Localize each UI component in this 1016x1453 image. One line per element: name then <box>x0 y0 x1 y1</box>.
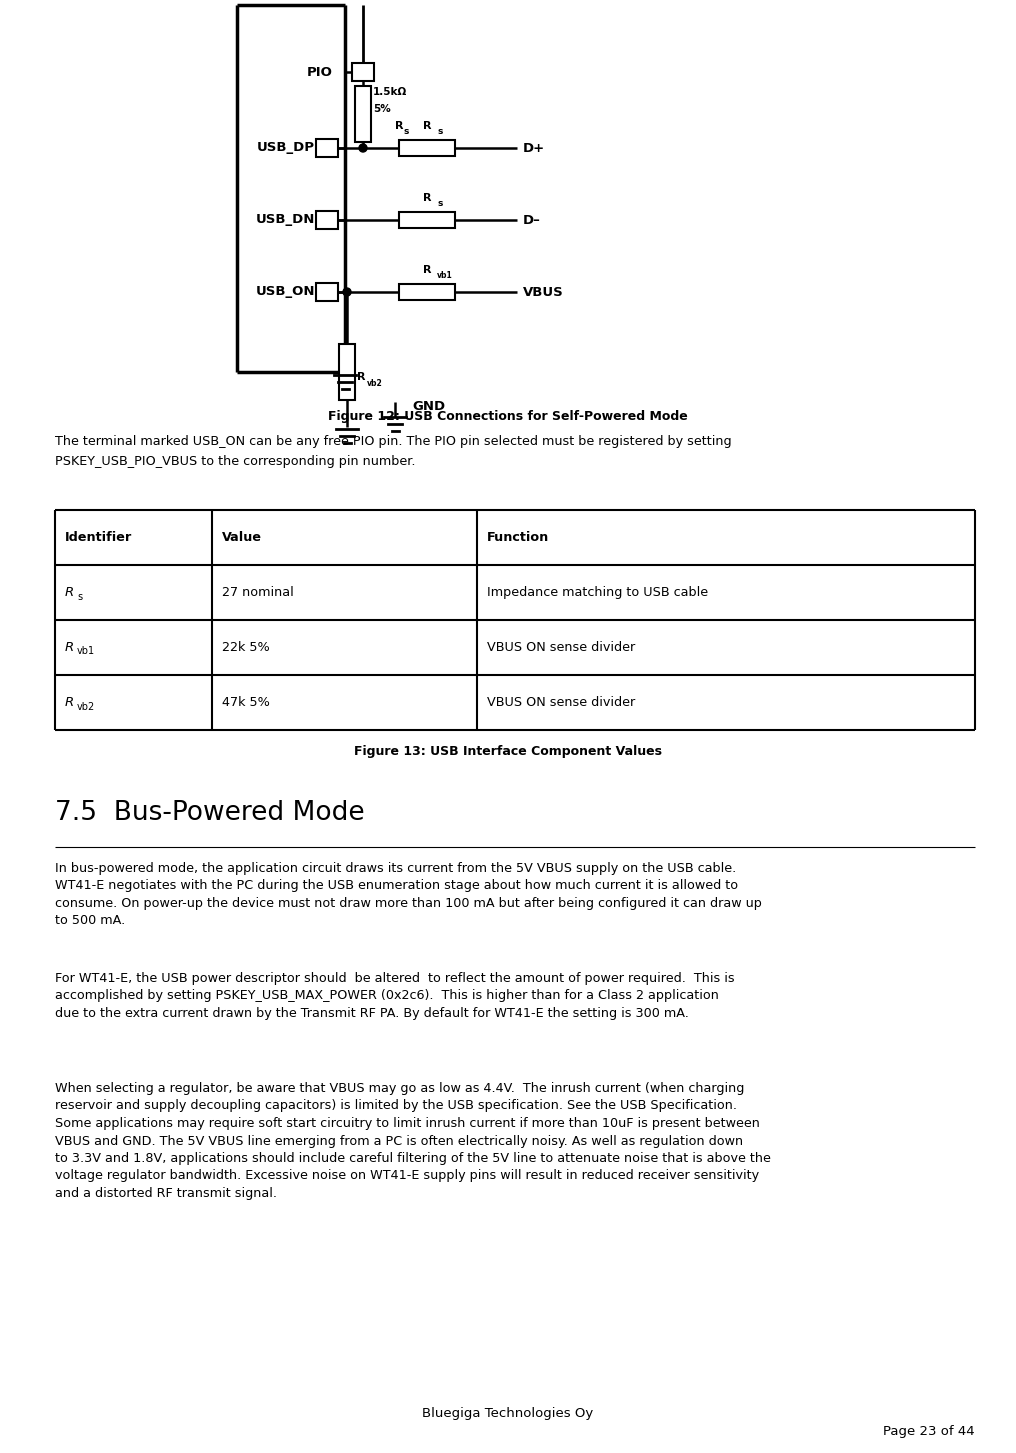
Text: D–: D– <box>523 214 541 227</box>
Text: USB_DN: USB_DN <box>256 214 315 227</box>
Bar <box>399 212 455 228</box>
Text: USB_DP: USB_DP <box>257 141 315 154</box>
Text: vb2: vb2 <box>77 702 96 712</box>
Text: Identifier: Identifier <box>65 530 132 543</box>
Text: Bluegiga Technologies Oy: Bluegiga Technologies Oy <box>423 1407 593 1420</box>
Text: VBUS: VBUS <box>523 285 564 298</box>
Text: vb1: vb1 <box>437 270 453 279</box>
Text: R: R <box>423 264 431 275</box>
Text: 5%: 5% <box>373 105 391 113</box>
Text: vb1: vb1 <box>77 647 96 657</box>
Text: vb2: vb2 <box>367 378 383 388</box>
Text: For WT41-E, the USB power descriptor should  be altered  to reflect the amount o: For WT41-E, the USB power descriptor sho… <box>55 972 735 1020</box>
Text: 7.5  Bus-Powered Mode: 7.5 Bus-Powered Mode <box>55 801 365 825</box>
Text: Value: Value <box>223 530 262 543</box>
Text: D+: D+ <box>523 141 546 154</box>
Bar <box>339 344 355 400</box>
Text: In bus-powered mode, the application circuit draws its current from the 5V VBUS : In bus-powered mode, the application cir… <box>55 862 762 927</box>
Text: s: s <box>437 126 442 135</box>
Circle shape <box>343 288 351 296</box>
Text: R: R <box>65 641 74 654</box>
Text: VBUS ON sense divider: VBUS ON sense divider <box>487 641 635 654</box>
Text: Figure 12: USB Connections for Self-Powered Mode: Figure 12: USB Connections for Self-Powe… <box>328 410 688 423</box>
Text: R: R <box>423 121 431 131</box>
Text: 1.5kΩ: 1.5kΩ <box>373 87 407 97</box>
Text: PIO: PIO <box>307 65 333 78</box>
Text: R: R <box>65 696 74 709</box>
Bar <box>399 139 455 155</box>
Circle shape <box>359 144 367 153</box>
Bar <box>316 139 338 157</box>
Text: VBUS ON sense divider: VBUS ON sense divider <box>487 696 635 709</box>
Text: PSKEY_USB_PIO_VBUS to the corresponding pin number.: PSKEY_USB_PIO_VBUS to the corresponding … <box>55 455 416 468</box>
Text: GND: GND <box>412 401 445 414</box>
Bar <box>316 283 338 301</box>
Text: R: R <box>395 121 403 131</box>
Text: R: R <box>357 372 366 382</box>
Text: When selecting a regulator, be aware that VBUS may go as low as 4.4V.  The inrus: When selecting a regulator, be aware tha… <box>55 1082 771 1200</box>
Text: The terminal marked USB_ON can be any free PIO pin. The PIO pin selected must be: The terminal marked USB_ON can be any fr… <box>55 434 732 448</box>
Text: 47k 5%: 47k 5% <box>223 696 270 709</box>
Bar <box>399 283 455 299</box>
Bar <box>316 211 338 230</box>
Text: s: s <box>404 126 409 135</box>
Text: Figure 13: USB Interface Component Values: Figure 13: USB Interface Component Value… <box>354 745 662 758</box>
Text: Function: Function <box>487 530 550 543</box>
Text: s: s <box>437 199 442 208</box>
Text: USB_ON: USB_ON <box>255 285 315 298</box>
Bar <box>355 86 371 142</box>
Text: 22k 5%: 22k 5% <box>223 641 270 654</box>
Text: R: R <box>423 193 431 203</box>
Text: Page 23 of 44: Page 23 of 44 <box>883 1424 975 1437</box>
Text: 27 nominal: 27 nominal <box>223 586 294 599</box>
Text: R: R <box>65 586 74 599</box>
Text: Impedance matching to USB cable: Impedance matching to USB cable <box>487 586 708 599</box>
Text: s: s <box>77 591 82 602</box>
Bar <box>352 62 374 81</box>
